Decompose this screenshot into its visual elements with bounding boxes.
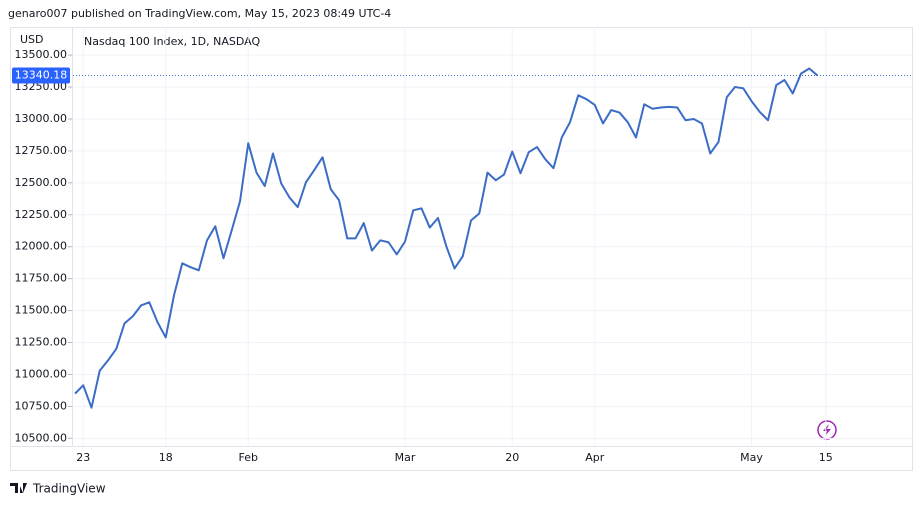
x-tick-label: 23 bbox=[76, 451, 90, 464]
y-tick-label: 11000.00 bbox=[15, 367, 68, 380]
y-tick-label: 13000.00 bbox=[15, 112, 68, 125]
footer-logo bbox=[10, 483, 27, 493]
x-tick-label: Mar bbox=[395, 451, 416, 464]
y-axis-unit: USD bbox=[20, 33, 44, 46]
y-tick-label: 12250.00 bbox=[15, 208, 68, 221]
footer-brand: TradingView bbox=[32, 482, 106, 496]
y-tick-label: 11500.00 bbox=[15, 304, 68, 317]
x-tick-label: Feb bbox=[239, 451, 258, 464]
last-price-badge bbox=[12, 67, 70, 84]
y-tick-label: 12000.00 bbox=[15, 240, 68, 253]
bolt-icon bbox=[817, 420, 837, 440]
y-tick-label: 13500.00 bbox=[15, 48, 68, 61]
y-tick-label: 12750.00 bbox=[15, 144, 68, 157]
grid bbox=[73, 27, 913, 446]
x-tick-label: May bbox=[740, 451, 763, 464]
y-tick-label: 10750.00 bbox=[15, 399, 68, 412]
x-tick-label: Apr bbox=[585, 451, 605, 464]
last-price-label: 13340.18 bbox=[15, 69, 68, 82]
y-tick-label: 11250.00 bbox=[15, 336, 68, 349]
y-tick-label: 12500.00 bbox=[15, 176, 68, 189]
y-tick-label: 11750.00 bbox=[15, 272, 68, 285]
x-tick-label: 20 bbox=[505, 451, 519, 464]
chart-title: Nasdaq 100 Index, 1D, NASDAQ bbox=[84, 35, 260, 48]
frame bbox=[10, 27, 913, 471]
price-line bbox=[74, 67, 819, 409]
x-tick-label: 15 bbox=[819, 451, 833, 464]
byline: genaro007 published on TradingView.com, … bbox=[8, 7, 391, 20]
y-tick-label: 10500.00 bbox=[15, 431, 68, 444]
x-tick-label: 18 bbox=[159, 451, 173, 464]
